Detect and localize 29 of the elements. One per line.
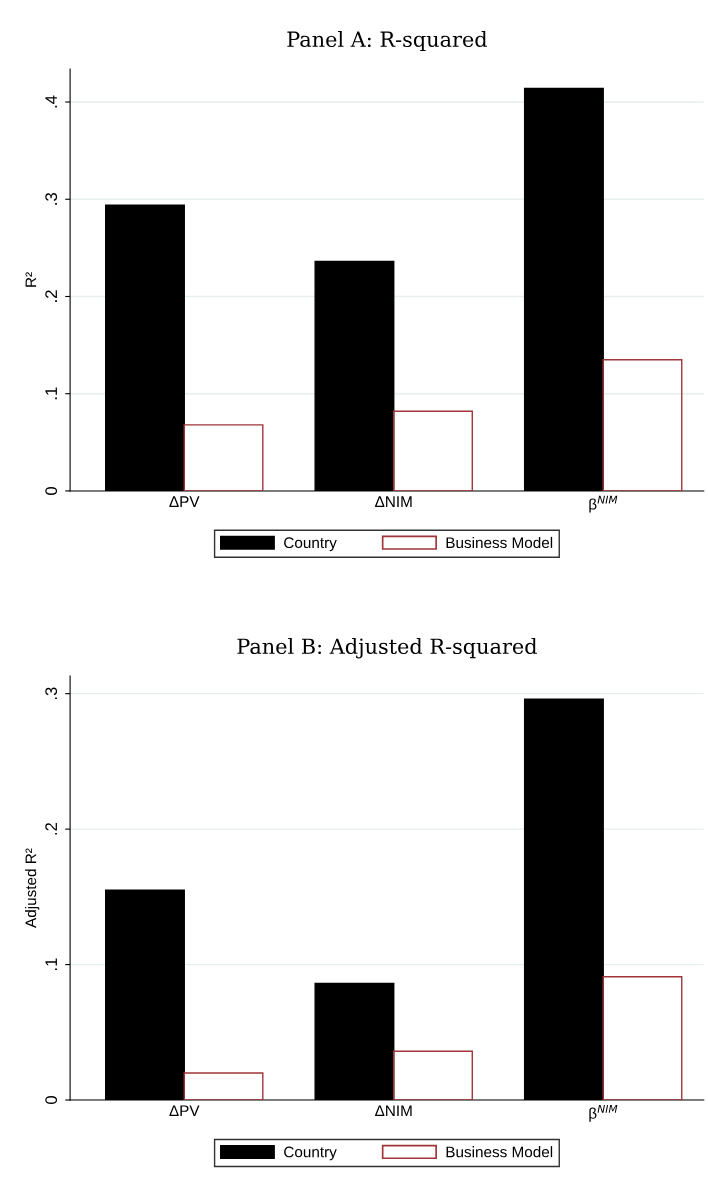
chart-title: Panel B: Adjusted R-squared	[237, 637, 537, 659]
x-tick-label: ΔPV	[169, 496, 200, 507]
bar	[393, 1050, 473, 1101]
y-tick-label: .3	[45, 193, 58, 205]
bar	[183, 424, 264, 491]
y-tick-label: .2	[45, 290, 57, 302]
legend-label: Country	[284, 537, 337, 552]
y-tick-label: .1	[45, 387, 57, 400]
bar	[393, 410, 473, 491]
x-tick-label: ΔNIM	[375, 1105, 412, 1116]
bar	[183, 1072, 264, 1101]
y-axis-title: R²	[25, 272, 37, 287]
y-tick-label: .2	[45, 823, 57, 835]
y-tick-label: 0	[45, 1096, 58, 1105]
bar	[602, 976, 683, 1101]
y-tick-label: .4	[45, 95, 57, 108]
legend-label: Country	[284, 1146, 337, 1161]
y-tick-label: .1	[45, 958, 57, 970]
legend-label: Business Model	[446, 1146, 553, 1158]
legend-label: Business Model	[446, 536, 553, 549]
bar	[602, 358, 683, 491]
x-tick-label: β$^{NIM}$	[589, 495, 618, 513]
y-tick-label: .3	[45, 687, 58, 700]
chart-title: Panel A: R-squared	[287, 30, 488, 52]
y-tick-label: 0	[45, 486, 58, 495]
x-tick-label: ΔPV	[169, 1105, 200, 1116]
x-tick-label: β$^{NIM}$	[589, 1104, 618, 1122]
x-tick-label: ΔNIM	[375, 496, 412, 507]
y-axis-title: Adjusted R²	[25, 848, 40, 928]
